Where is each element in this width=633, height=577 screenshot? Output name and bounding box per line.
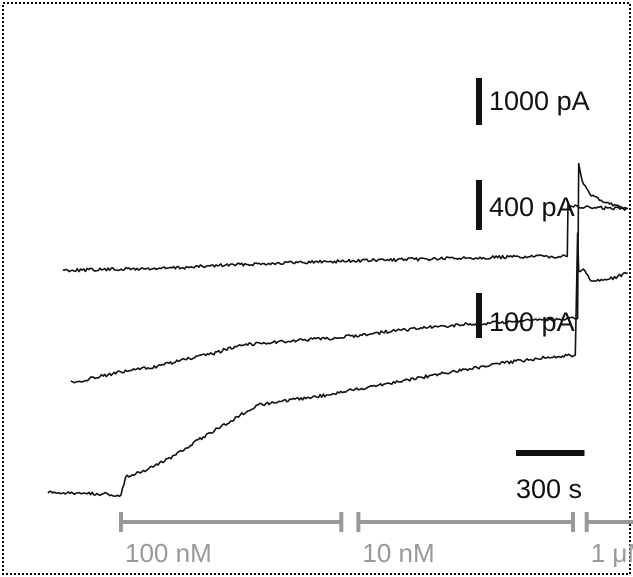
traces-group bbox=[47, 162, 629, 498]
scale-label-400pa: 400 pA bbox=[489, 192, 575, 222]
application-10nm-label: 10 nM bbox=[362, 538, 434, 568]
application-100nm-bar bbox=[119, 512, 344, 532]
scale-bars-group: 1000 pA 400 pA 100 pA 300 s bbox=[476, 78, 590, 504]
scale-label-300s: 300 s bbox=[516, 474, 582, 504]
application-1um-label: 1 μM bbox=[591, 538, 633, 568]
scale-label-1000pa: 1000 pA bbox=[489, 86, 590, 116]
application-10nm-bar bbox=[356, 512, 575, 532]
trace-100pa bbox=[47, 232, 628, 498]
application-100nm-label: 100 nM bbox=[125, 538, 212, 568]
application-bars-group: 100 nM 10 nM 1 μM bbox=[119, 512, 633, 568]
trace-400pa bbox=[70, 162, 629, 384]
trace-1000pa bbox=[62, 202, 629, 273]
scale-label-100pa: 100 pA bbox=[489, 307, 575, 337]
application-1um-bar bbox=[584, 512, 633, 532]
